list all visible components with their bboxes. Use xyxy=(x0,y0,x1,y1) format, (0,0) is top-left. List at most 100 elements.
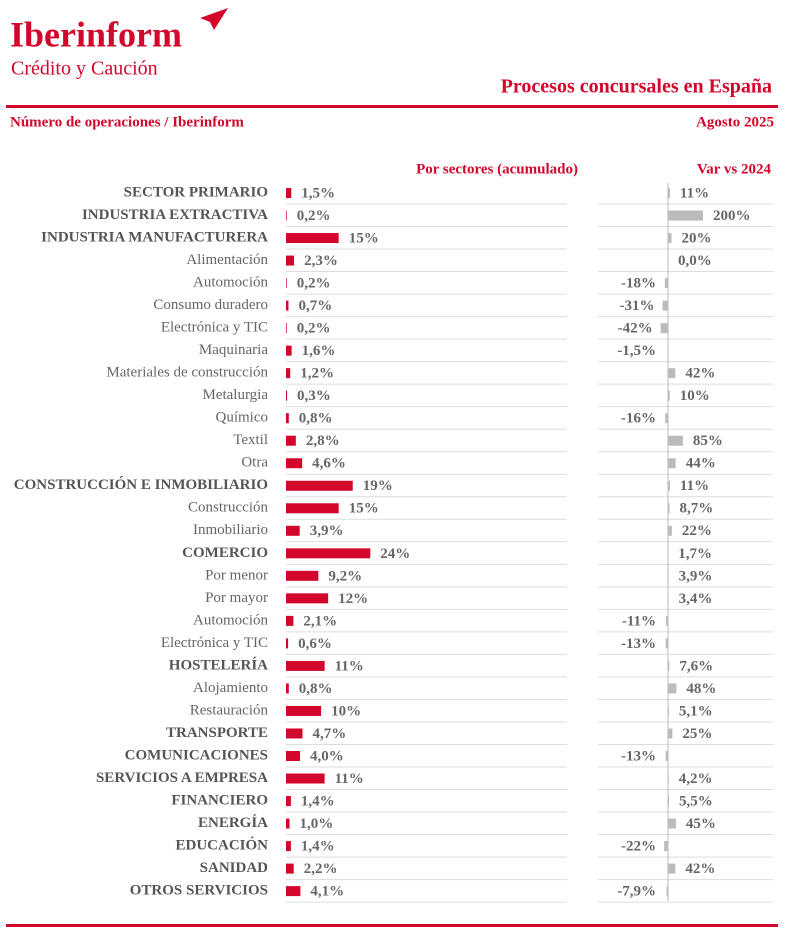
bar xyxy=(286,705,322,716)
bar xyxy=(668,863,676,874)
bar xyxy=(286,503,339,514)
value-label: 1,7% xyxy=(678,546,712,562)
value-label: 0,0% xyxy=(678,253,712,269)
bar xyxy=(286,841,291,852)
value-label: 0,2% xyxy=(297,208,331,224)
value-label: 2,8% xyxy=(306,433,340,449)
value-label: -13% xyxy=(621,636,656,652)
category-label: Construcción xyxy=(188,500,268,516)
bar xyxy=(286,683,289,694)
value-label: -11% xyxy=(622,613,656,629)
bar xyxy=(665,413,668,424)
value-label: 15% xyxy=(349,501,379,517)
bar xyxy=(286,818,290,829)
bar xyxy=(286,660,325,671)
category-label: Electrónica y TIC xyxy=(161,320,268,336)
chart-title: Var vs 2024 xyxy=(697,161,772,177)
category-label: Maquinaria xyxy=(199,342,268,358)
bar xyxy=(286,435,296,446)
value-label: 25% xyxy=(682,726,712,742)
category-label: SECTOR PRIMARIO xyxy=(124,184,268,200)
bar xyxy=(668,683,677,694)
category-label: Inmobiliario xyxy=(193,522,268,538)
category-label: Químico xyxy=(216,410,269,426)
bar xyxy=(668,570,669,581)
bar xyxy=(668,210,703,221)
category-label: Textil xyxy=(233,432,268,448)
bar xyxy=(286,278,287,289)
value-label: 2,1% xyxy=(303,613,337,629)
value-label: 2,2% xyxy=(304,861,338,877)
bar xyxy=(286,210,287,221)
value-label: -1,5% xyxy=(617,343,656,359)
value-label: 5,5% xyxy=(679,793,713,809)
date: Agosto 2025 xyxy=(696,114,774,130)
value-label: -42% xyxy=(618,321,653,337)
bar xyxy=(286,728,303,739)
value-label: 42% xyxy=(685,861,715,877)
bar xyxy=(664,841,668,852)
bar xyxy=(286,323,287,334)
brand-sub: Crédito y Caución xyxy=(11,58,158,80)
value-label: 85% xyxy=(693,433,723,449)
value-label: 1,5% xyxy=(301,185,335,201)
bar xyxy=(286,593,329,604)
category-label: INDUSTRIA EXTRACTIVA xyxy=(82,207,268,223)
value-label: 0,7% xyxy=(298,298,332,314)
category-label: Alimentación xyxy=(186,252,268,268)
bar xyxy=(286,863,294,874)
value-label: 4,6% xyxy=(312,456,346,472)
value-label: 44% xyxy=(686,456,716,472)
category-label: TRANSPORTE xyxy=(166,725,268,741)
bar xyxy=(286,751,301,761)
value-label: 3,4% xyxy=(679,591,713,607)
bar xyxy=(668,480,670,491)
value-label: 24% xyxy=(380,546,410,562)
value-label: 1,0% xyxy=(300,816,334,832)
bar xyxy=(286,548,371,559)
category-label: Otra xyxy=(241,455,268,471)
value-label: 0,2% xyxy=(297,321,331,337)
value-label: 42% xyxy=(685,366,715,382)
bar xyxy=(662,300,668,311)
category-label: COMERCIO xyxy=(182,545,268,561)
value-label: 1,6% xyxy=(302,343,336,359)
value-label: -7,9% xyxy=(617,884,656,900)
category-label: Por menor xyxy=(205,567,268,583)
category-label: SERVICIOS A EMPRESA xyxy=(96,770,268,786)
value-label: 11% xyxy=(680,478,709,494)
value-label: 1,4% xyxy=(301,793,335,809)
value-label: -18% xyxy=(621,276,656,292)
bar xyxy=(286,570,319,581)
bar xyxy=(668,525,672,536)
bar xyxy=(668,458,676,469)
bar xyxy=(286,345,292,356)
value-label: 10% xyxy=(680,388,710,404)
bar xyxy=(286,480,353,491)
category-label: SANIDAD xyxy=(200,860,269,876)
bar xyxy=(660,323,668,334)
value-label: -31% xyxy=(620,298,655,314)
category-label: Por mayor xyxy=(205,590,268,606)
bar xyxy=(286,300,289,311)
value-label: 19% xyxy=(363,478,393,494)
value-label: 11% xyxy=(335,771,364,787)
bar xyxy=(665,638,668,649)
title: Procesos concursales en España xyxy=(501,76,772,98)
value-label: 2,3% xyxy=(304,253,338,269)
value-label: 12% xyxy=(338,591,368,607)
bar xyxy=(668,728,673,739)
category-label: Automoción xyxy=(193,612,268,628)
subtitle: Número de operaciones / Iberinform xyxy=(10,114,244,130)
bar xyxy=(286,255,295,266)
category-label: INDUSTRIA MANUFACTURERA xyxy=(41,229,268,245)
value-label: 4,2% xyxy=(679,771,713,787)
bar xyxy=(286,773,325,784)
logo-icon xyxy=(200,8,228,30)
bar xyxy=(668,233,672,244)
bar xyxy=(286,188,292,198)
value-label: 200% xyxy=(713,208,751,224)
bar xyxy=(668,796,669,807)
bar xyxy=(668,390,670,401)
value-label: 8,7% xyxy=(680,501,714,517)
